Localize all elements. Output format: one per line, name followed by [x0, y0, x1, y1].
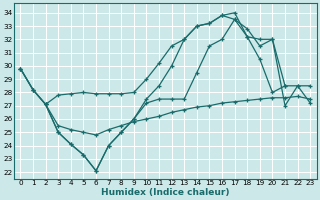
- X-axis label: Humidex (Indice chaleur): Humidex (Indice chaleur): [101, 188, 229, 197]
